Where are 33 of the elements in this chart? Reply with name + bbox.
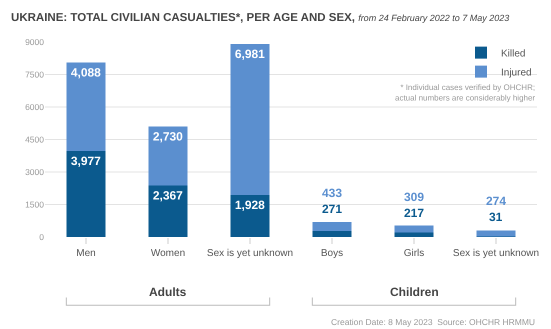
data-label: 217 xyxy=(404,206,424,220)
legend-label: Injured xyxy=(501,68,532,78)
annotation: * Individual cases verified by OHCHR; actual numbers are considerably higher xyxy=(395,83,536,102)
y-tick-label: 9000 xyxy=(25,36,44,47)
y-tick-label: 4500 xyxy=(25,134,44,144)
text: Adults xyxy=(149,285,187,299)
x-tick-label: Men xyxy=(76,248,96,259)
y-tick-label: 0 xyxy=(39,232,44,242)
x-tick-label: Sex is yet unknown xyxy=(206,248,294,259)
y-tick-label: 6000 xyxy=(25,102,44,112)
data-label: 4,088 xyxy=(70,65,102,80)
data-label: 433 xyxy=(322,186,342,200)
data-label: 31 xyxy=(489,210,503,224)
data-label: 2,730 xyxy=(152,130,184,144)
data-label: 1,928 xyxy=(234,198,266,212)
y-tick-label: 3000 xyxy=(25,166,44,177)
x-tick-label: Girls xyxy=(404,248,424,259)
x-tick-label: Boys xyxy=(320,248,344,259)
data-label: 271 xyxy=(322,202,342,216)
data-label: 274 xyxy=(486,194,506,208)
x-tick-label: Sex is yet unknown xyxy=(452,248,540,259)
y-tick-label: 1500 xyxy=(25,199,44,210)
text: Children xyxy=(390,285,439,299)
data-label: 309 xyxy=(404,190,424,204)
data-label: 3,977 xyxy=(70,154,102,168)
data-label: 2,367 xyxy=(152,188,184,203)
data-label: 6,981 xyxy=(234,46,266,61)
x-tick-label: Women xyxy=(150,248,186,259)
text: Creation Date: 8 May 2023 Source: OHCHR HRMMU xyxy=(331,317,536,327)
chart-subtitle: from 24 February 2022 to 7 May 2023 xyxy=(358,13,510,24)
y-tick-label: 7500 xyxy=(25,69,44,80)
legend-label: Killed xyxy=(501,48,526,60)
chart-title: UKRAINE: TOTAL CIVILIAN CASUALTIES*, PER AGE AND SEX, xyxy=(11,12,355,24)
